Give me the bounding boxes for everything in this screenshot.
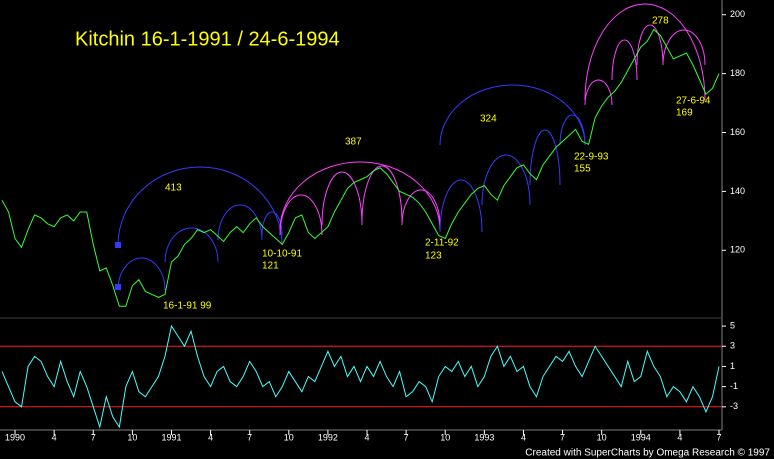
y-tick-label: 160 [730, 127, 745, 137]
y-tick-label: 140 [730, 186, 745, 196]
y-tick-label: -3 [730, 401, 738, 411]
cycle-arc [401, 189, 441, 226]
cycle-marker [115, 242, 121, 248]
x-tick-label: 7 [91, 432, 96, 442]
x-tick-label: 10 [127, 432, 137, 442]
y-tick-label: 180 [730, 68, 745, 78]
cycle-arc [321, 171, 363, 226]
chart-title: Kitchin 16-1-1991 / 24-6-1994 [75, 28, 340, 50]
cycle-arc [584, 3, 706, 101]
y-tick-label: 3 [730, 341, 735, 351]
cycle-arc [164, 227, 219, 263]
x-tick-label: 7 [404, 432, 409, 442]
annotation: 387 [345, 137, 362, 148]
annotation: 169 [676, 108, 693, 119]
cycle-arc [481, 154, 531, 206]
cycle-arc [261, 211, 283, 236]
x-tick-label: 7 [247, 432, 252, 442]
x-tick-label: 10 [597, 432, 607, 442]
annotation: 22-9-93 [574, 152, 609, 163]
credit: Created with SuperCharts by Omega Resear… [525, 448, 770, 459]
x-tick-label: 4 [208, 432, 213, 442]
y-tick-label: 200 [730, 9, 745, 19]
y-tick-label: 5 [730, 320, 735, 330]
x-tick-label: 1993 [474, 432, 494, 442]
cycle-arc [217, 204, 263, 241]
x-tick-label: 10 [440, 432, 450, 442]
x-tick-label: 1992 [318, 432, 338, 442]
x-tick-label: 1990 [5, 432, 25, 442]
x-tick-label: 7 [716, 432, 721, 442]
cycle-arc [559, 114, 586, 146]
cycle-arc [662, 29, 706, 66]
cycle-arc [361, 165, 403, 223]
cycle-arc [611, 39, 638, 81]
x-tick-label: 4 [521, 432, 526, 442]
cycle-arc [439, 179, 483, 233]
cycle-arc [636, 24, 664, 66]
x-tick-label: 1994 [631, 432, 651, 442]
cycle-arc [117, 257, 166, 291]
cycle-arc [279, 194, 323, 236]
annotation: 123 [425, 251, 442, 262]
cycle-arc [279, 161, 441, 231]
annotation: 278 [652, 16, 669, 27]
series-line [1, 324, 720, 429]
annotation: 155 [574, 164, 591, 175]
annotation: 324 [480, 114, 497, 125]
x-tick-label: 4 [677, 432, 682, 442]
x-tick-label: 4 [365, 432, 370, 442]
cycle-arc [439, 84, 586, 146]
y-tick-label: 1 [730, 361, 735, 371]
x-tick-label: 4 [52, 432, 57, 442]
series-line [1, 28, 720, 307]
y-tick-label: 120 [730, 245, 745, 255]
cycle-marker [115, 284, 121, 290]
x-tick-label: 10 [284, 432, 294, 442]
cycle-arc [117, 166, 283, 246]
annotation: 27-6-94 [676, 96, 711, 107]
cycle-arc [529, 129, 561, 186]
annotation: 2-11-92 [425, 238, 459, 249]
x-tick-label: 7 [560, 432, 565, 442]
annotation: 10-10-91 [262, 249, 302, 260]
annotation: 16-1-91 99 [163, 301, 212, 312]
annotation: 121 [262, 261, 279, 272]
x-tick-label: 1991 [161, 432, 181, 442]
annotation: 413 [165, 183, 182, 194]
y-tick-label: -1 [730, 381, 738, 391]
